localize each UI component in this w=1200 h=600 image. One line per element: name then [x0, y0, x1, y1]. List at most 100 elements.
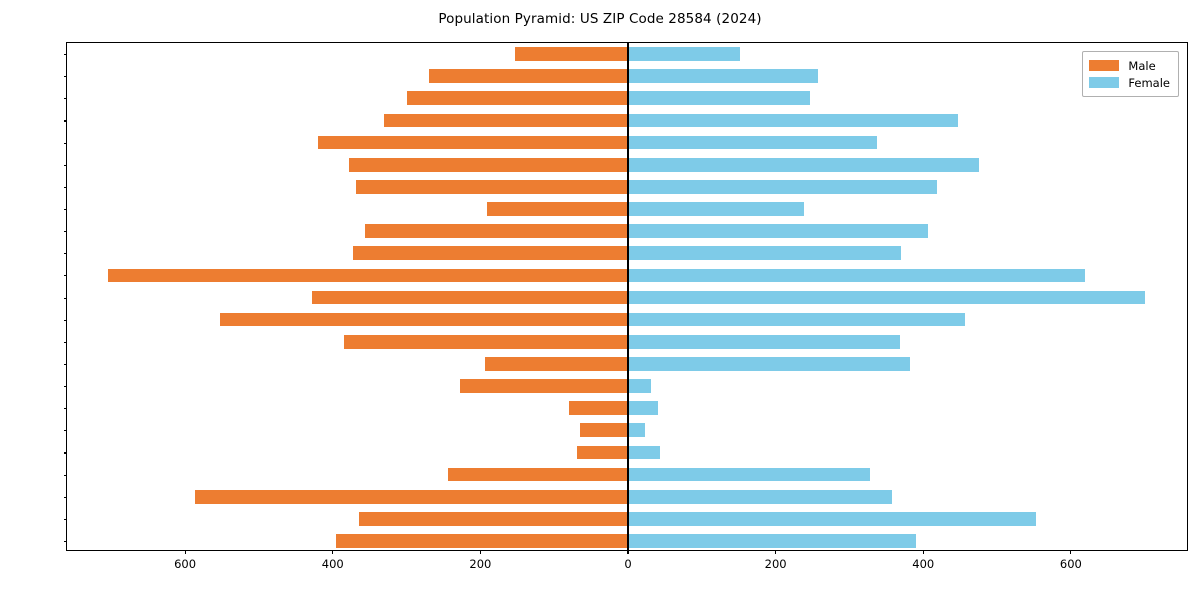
- ytick-mark: [63, 430, 67, 432]
- pyramid-row: [67, 268, 1187, 283]
- xtick-mark: [479, 550, 481, 554]
- pyramid-row: [67, 312, 1187, 327]
- ytick-mark: [63, 363, 67, 365]
- bar-male-22-24: [459, 379, 628, 393]
- bar-female-30-34: [628, 334, 901, 349]
- bar-female-60-61: [628, 202, 804, 216]
- bar-male-10-14: [194, 489, 628, 504]
- legend: Male Female: [1082, 51, 1179, 97]
- bar-male-45-49: [107, 268, 628, 283]
- ytick-mark: [63, 408, 67, 410]
- bar-male-under-5: [336, 534, 628, 548]
- bar-female-22-24: [628, 379, 651, 393]
- pyramid-row: [67, 179, 1187, 194]
- plot-area: Under 55-910-1415-1718-19202122-2425-293…: [63, 42, 1188, 571]
- pyramid-row: [67, 113, 1187, 128]
- zero-axis-line: [627, 43, 629, 550]
- bar-female-85-: [628, 47, 741, 61]
- pyramid-row: [67, 69, 1187, 84]
- ytick-mark: [63, 341, 67, 343]
- ytick-mark: [63, 540, 67, 543]
- ytick-mark: [63, 98, 67, 100]
- bar-female-70-74: [628, 113, 958, 128]
- pyramid-row: [67, 135, 1187, 150]
- bar-male-18-19: [577, 445, 628, 460]
- ytick-mark: [63, 253, 67, 255]
- bar-male-70-74: [384, 113, 628, 128]
- bar-female-10-14: [628, 489, 892, 504]
- pyramid-row: [67, 157, 1187, 172]
- legend-label-male: Male: [1128, 58, 1156, 73]
- xtick-label-4: 200: [764, 557, 787, 571]
- legend-entry-male: Male: [1089, 57, 1170, 74]
- bar-male-60-61: [487, 202, 628, 216]
- ytick-mark: [63, 120, 67, 122]
- ytick-mark: [63, 186, 67, 188]
- ytick-mark: [63, 208, 67, 211]
- bar-male-20: [580, 423, 628, 438]
- bar-male-40-44: [312, 290, 628, 305]
- pyramid-row: [67, 423, 1187, 438]
- ytick-mark: [63, 76, 67, 78]
- xtick-mark: [627, 550, 629, 554]
- pyramid-row: [67, 202, 1187, 216]
- bar-female-67-69: [628, 135, 877, 150]
- xtick-label-1: 400: [321, 557, 344, 571]
- bar-female-5-9: [628, 511, 1037, 526]
- bar-female-under-5: [628, 534, 916, 548]
- bar-female-25-29: [628, 357, 910, 371]
- bar-male-25-29: [484, 357, 628, 371]
- pyramid-row: [67, 511, 1187, 526]
- bar-female-15-17: [628, 467, 871, 482]
- bar-female-65-66: [628, 157, 979, 172]
- bar-male-50-54: [352, 246, 628, 261]
- bar-female-40-44: [628, 290, 1145, 305]
- ytick-mark: [63, 297, 67, 299]
- xtick-label-6: 600: [1059, 557, 1082, 571]
- bar-male-35-39: [219, 312, 628, 327]
- pyramid-row: [67, 91, 1187, 106]
- bar-female-80-84: [628, 69, 818, 84]
- xtick-label-3: 0: [624, 557, 632, 571]
- xtick-label-2: 200: [469, 557, 492, 571]
- legend-entry-female: Female: [1089, 74, 1170, 91]
- bar-male-55-59: [365, 224, 628, 238]
- bar-male-5-9: [358, 511, 628, 526]
- bar-male-15-17: [447, 467, 628, 482]
- legend-label-female: Female: [1128, 75, 1170, 90]
- ytick-mark: [63, 386, 67, 388]
- xtick-label-0: 600: [174, 557, 197, 571]
- bar-female-45-49: [628, 268, 1085, 283]
- bar-female-21: [628, 401, 659, 415]
- xtick-mark: [922, 550, 924, 554]
- ytick-mark: [63, 319, 67, 321]
- bar-female-55-59: [628, 224, 929, 238]
- ytick-mark: [63, 164, 67, 166]
- pyramid-row: [67, 489, 1187, 504]
- bar-female-50-54: [628, 246, 902, 261]
- ytick-mark: [63, 142, 67, 144]
- bar-male-62-64: [356, 179, 628, 194]
- legend-swatch-male: [1089, 60, 1120, 71]
- bar-female-20: [628, 423, 645, 438]
- pyramid-row: [67, 246, 1187, 261]
- pyramid-row: [67, 445, 1187, 460]
- xtick-mark: [332, 550, 334, 554]
- ytick-mark: [63, 54, 67, 56]
- pyramid-row: [67, 467, 1187, 482]
- ytick-mark: [63, 496, 67, 498]
- xtick-mark: [1070, 550, 1072, 554]
- legend-swatch-female: [1089, 77, 1120, 88]
- bar-male-21: [568, 401, 628, 415]
- bar-female-75-79: [628, 91, 810, 106]
- bar-male-67-69: [317, 135, 628, 150]
- bar-male-30-34: [343, 334, 628, 349]
- pyramid-row: [67, 379, 1187, 393]
- page-title: Population Pyramid: US ZIP Code 28584 (2…: [438, 11, 762, 27]
- ytick-mark: [63, 518, 67, 520]
- bar-female-18-19: [628, 445, 660, 460]
- bar-male-75-79: [406, 91, 628, 106]
- ytick-mark: [63, 474, 67, 476]
- pyramid-row: [67, 357, 1187, 371]
